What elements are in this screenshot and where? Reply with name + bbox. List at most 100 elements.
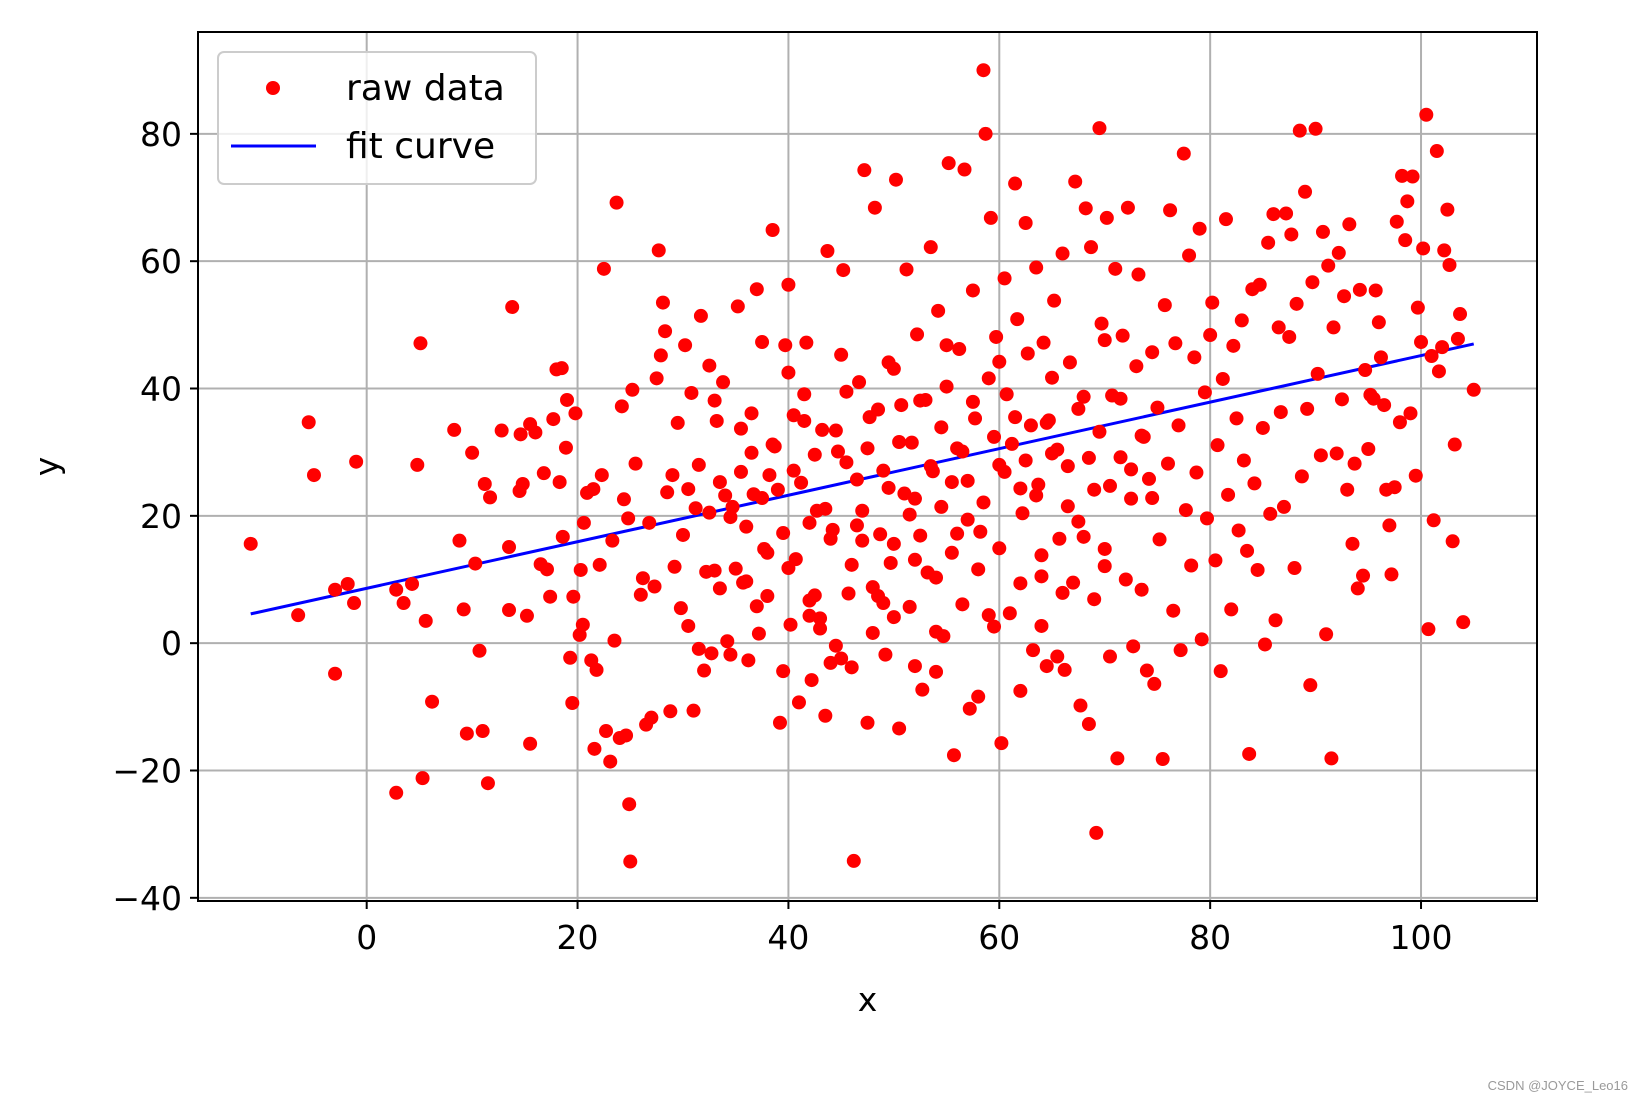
raw-data-point — [849, 518, 864, 533]
raw-data-point — [820, 244, 835, 259]
raw-data-point — [586, 482, 601, 497]
raw-data-point — [965, 394, 980, 409]
raw-data-point — [1015, 506, 1030, 521]
raw-data-point — [878, 647, 893, 662]
raw-data-point — [765, 222, 780, 237]
raw-data-point — [907, 552, 922, 567]
raw-data-point — [1010, 312, 1025, 327]
raw-data-point — [589, 662, 604, 677]
raw-data-point — [575, 617, 590, 632]
raw-data-point — [291, 608, 306, 623]
raw-data-point — [960, 512, 975, 527]
raw-data-point — [1289, 296, 1304, 311]
raw-data-point — [1424, 349, 1439, 364]
raw-data-point — [744, 406, 759, 421]
raw-data-point — [1078, 201, 1093, 216]
raw-data-point — [472, 643, 487, 658]
raw-data-point — [660, 485, 675, 500]
raw-data-point — [1097, 541, 1112, 556]
raw-data-point — [1089, 825, 1104, 840]
raw-data-point — [1229, 411, 1244, 426]
raw-data-point — [1324, 751, 1339, 766]
legend-fit-curve-label: fit curve — [346, 126, 495, 167]
raw-data-point — [762, 468, 777, 483]
raw-data-point — [1284, 227, 1299, 242]
y-tick-label: 80 — [140, 115, 182, 154]
raw-data-point — [691, 457, 706, 472]
raw-data-point — [955, 597, 970, 612]
raw-data-point — [1400, 194, 1415, 209]
raw-data-point — [802, 608, 817, 623]
raw-data-point — [678, 338, 693, 353]
raw-data-point — [1110, 751, 1125, 766]
raw-data-point — [1273, 405, 1288, 420]
raw-data-point — [1013, 481, 1028, 496]
raw-data-point — [1134, 582, 1149, 597]
raw-data-point — [904, 435, 919, 450]
raw-data-point — [477, 477, 492, 492]
raw-data-point — [644, 710, 659, 725]
y-tick-label: 20 — [140, 497, 182, 536]
raw-data-point — [939, 379, 954, 394]
raw-data-point — [1231, 523, 1246, 538]
raw-data-point — [815, 422, 830, 437]
raw-data-point — [794, 475, 809, 490]
raw-data-point — [1157, 298, 1172, 313]
raw-data-point — [707, 563, 722, 578]
raw-data-point — [1203, 328, 1218, 343]
raw-data-point — [944, 475, 959, 490]
raw-data-point — [1303, 678, 1318, 693]
raw-data-point — [1466, 382, 1481, 397]
raw-data-point — [941, 156, 956, 171]
raw-data-point — [823, 655, 838, 670]
raw-data-point — [855, 533, 870, 548]
raw-data-point — [1147, 676, 1162, 691]
raw-data-point — [1450, 331, 1465, 346]
raw-data-point — [1371, 315, 1386, 330]
raw-data-point — [1419, 107, 1434, 122]
raw-data-point — [836, 263, 851, 278]
raw-data-point — [647, 579, 662, 594]
raw-data-point — [1345, 536, 1360, 551]
raw-data-point — [1350, 581, 1365, 596]
raw-data-point — [1408, 468, 1423, 483]
raw-data-point — [1431, 364, 1446, 379]
raw-data-point — [1257, 637, 1272, 652]
raw-data-point — [931, 303, 946, 318]
raw-data-point — [1139, 663, 1154, 678]
raw-data-point — [960, 473, 975, 488]
raw-data-point — [1060, 459, 1075, 474]
raw-data-point — [983, 210, 998, 225]
raw-data-point — [1255, 420, 1270, 435]
raw-data-point — [739, 574, 754, 589]
raw-data-point — [1334, 392, 1349, 407]
raw-data-point — [1389, 214, 1404, 229]
raw-data-point — [622, 797, 637, 812]
raw-data-point — [839, 384, 854, 399]
raw-data-point — [599, 724, 614, 739]
raw-data-point — [697, 663, 712, 678]
raw-data-point — [1373, 350, 1388, 365]
raw-data-point — [649, 371, 664, 386]
raw-data-point — [997, 271, 1012, 286]
raw-data-point — [480, 776, 495, 791]
raw-data-point — [1192, 221, 1207, 236]
raw-data-point — [888, 172, 903, 187]
raw-data-point — [1403, 406, 1418, 421]
raw-data-point — [834, 347, 849, 362]
raw-data-point — [1442, 258, 1457, 273]
raw-data-point — [1240, 543, 1255, 558]
raw-data-point — [934, 499, 949, 514]
raw-data-point — [799, 335, 814, 350]
raw-data-point — [797, 413, 812, 428]
raw-data-point — [389, 785, 404, 800]
raw-data-point — [1292, 123, 1307, 138]
raw-data-point — [546, 412, 561, 427]
raw-data-point — [623, 854, 638, 869]
raw-data-point — [944, 545, 959, 560]
raw-data-point — [614, 399, 629, 414]
raw-data-point — [1271, 320, 1286, 335]
raw-data-point — [1160, 456, 1175, 471]
raw-data-point — [1050, 649, 1065, 664]
raw-data-point — [691, 641, 706, 656]
